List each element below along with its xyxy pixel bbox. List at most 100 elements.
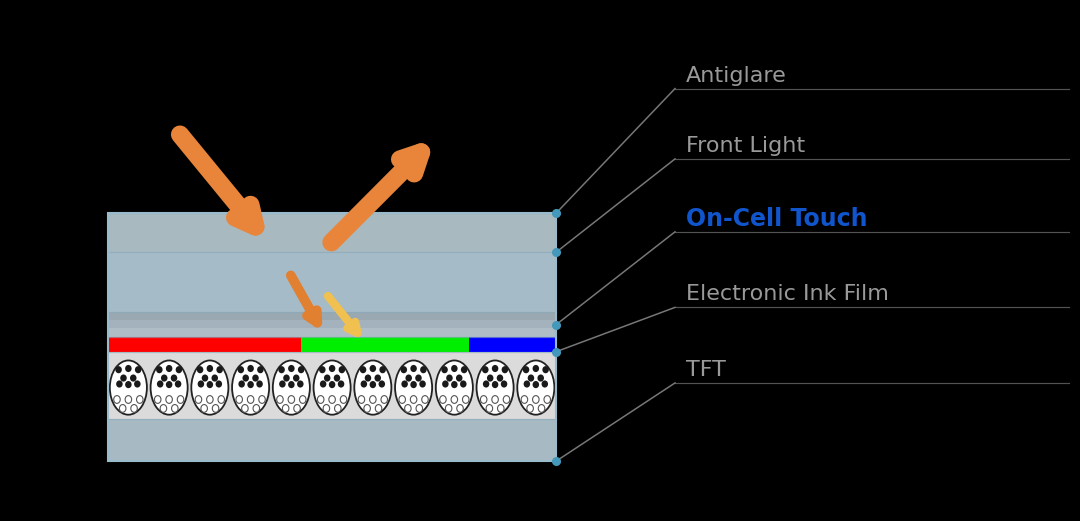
Ellipse shape bbox=[542, 366, 549, 373]
FancyBboxPatch shape bbox=[108, 319, 556, 328]
Ellipse shape bbox=[524, 380, 530, 388]
Ellipse shape bbox=[442, 366, 448, 373]
Ellipse shape bbox=[150, 361, 188, 415]
Ellipse shape bbox=[120, 375, 126, 381]
Ellipse shape bbox=[527, 405, 534, 412]
Ellipse shape bbox=[166, 365, 173, 372]
Ellipse shape bbox=[491, 395, 498, 403]
Ellipse shape bbox=[161, 375, 167, 381]
Ellipse shape bbox=[497, 375, 503, 381]
Ellipse shape bbox=[462, 395, 469, 403]
Ellipse shape bbox=[288, 381, 295, 388]
Ellipse shape bbox=[401, 366, 407, 373]
Ellipse shape bbox=[445, 405, 451, 412]
Ellipse shape bbox=[446, 375, 453, 381]
Ellipse shape bbox=[379, 380, 386, 388]
Ellipse shape bbox=[369, 381, 376, 388]
Ellipse shape bbox=[364, 405, 370, 412]
Ellipse shape bbox=[324, 375, 330, 381]
Ellipse shape bbox=[283, 375, 289, 381]
Ellipse shape bbox=[259, 395, 266, 403]
Ellipse shape bbox=[125, 381, 132, 388]
Ellipse shape bbox=[110, 361, 147, 415]
Ellipse shape bbox=[120, 405, 126, 412]
Ellipse shape bbox=[276, 395, 283, 403]
Ellipse shape bbox=[247, 381, 254, 388]
Ellipse shape bbox=[239, 380, 245, 388]
Ellipse shape bbox=[528, 375, 535, 381]
Ellipse shape bbox=[328, 365, 336, 372]
Ellipse shape bbox=[420, 366, 427, 373]
Text: Electronic Ink Film: Electronic Ink Film bbox=[686, 284, 889, 304]
Ellipse shape bbox=[134, 380, 140, 388]
Text: Front Light: Front Light bbox=[686, 136, 805, 156]
FancyBboxPatch shape bbox=[108, 252, 556, 312]
Ellipse shape bbox=[491, 381, 498, 388]
Ellipse shape bbox=[294, 405, 300, 412]
Ellipse shape bbox=[451, 365, 458, 372]
Ellipse shape bbox=[257, 366, 264, 373]
Ellipse shape bbox=[172, 405, 178, 412]
Ellipse shape bbox=[416, 405, 422, 412]
Ellipse shape bbox=[125, 365, 132, 372]
Ellipse shape bbox=[456, 375, 462, 381]
Ellipse shape bbox=[501, 380, 508, 388]
Ellipse shape bbox=[216, 366, 222, 373]
Ellipse shape bbox=[131, 405, 137, 412]
Ellipse shape bbox=[323, 405, 329, 412]
FancyBboxPatch shape bbox=[108, 328, 556, 337]
Ellipse shape bbox=[216, 380, 222, 388]
Ellipse shape bbox=[319, 366, 325, 373]
Ellipse shape bbox=[117, 380, 123, 388]
Ellipse shape bbox=[491, 365, 498, 372]
Ellipse shape bbox=[113, 395, 120, 403]
Ellipse shape bbox=[402, 380, 408, 388]
Ellipse shape bbox=[360, 366, 366, 373]
Ellipse shape bbox=[279, 380, 285, 388]
Ellipse shape bbox=[320, 380, 326, 388]
Ellipse shape bbox=[256, 380, 262, 388]
Ellipse shape bbox=[503, 395, 510, 403]
Ellipse shape bbox=[195, 395, 202, 403]
FancyBboxPatch shape bbox=[108, 419, 556, 461]
Ellipse shape bbox=[339, 366, 346, 373]
Ellipse shape bbox=[410, 381, 417, 388]
Ellipse shape bbox=[457, 405, 463, 412]
Ellipse shape bbox=[166, 381, 173, 388]
Ellipse shape bbox=[288, 365, 295, 372]
Ellipse shape bbox=[206, 395, 213, 403]
Ellipse shape bbox=[419, 380, 426, 388]
FancyBboxPatch shape bbox=[108, 337, 300, 352]
Ellipse shape bbox=[298, 366, 305, 373]
Ellipse shape bbox=[365, 375, 372, 381]
Ellipse shape bbox=[328, 395, 336, 403]
Ellipse shape bbox=[177, 395, 184, 403]
Ellipse shape bbox=[238, 366, 244, 373]
Ellipse shape bbox=[359, 395, 365, 403]
Ellipse shape bbox=[338, 380, 345, 388]
Ellipse shape bbox=[451, 381, 458, 388]
Ellipse shape bbox=[136, 395, 143, 403]
Ellipse shape bbox=[482, 366, 488, 373]
Ellipse shape bbox=[501, 366, 508, 373]
Ellipse shape bbox=[232, 361, 269, 415]
Ellipse shape bbox=[483, 380, 489, 388]
Ellipse shape bbox=[354, 361, 391, 415]
Ellipse shape bbox=[160, 405, 166, 412]
Ellipse shape bbox=[282, 405, 289, 412]
FancyBboxPatch shape bbox=[300, 337, 469, 352]
Ellipse shape bbox=[538, 405, 544, 412]
Ellipse shape bbox=[476, 361, 514, 415]
Ellipse shape bbox=[318, 395, 324, 403]
Ellipse shape bbox=[460, 380, 467, 388]
Ellipse shape bbox=[206, 365, 213, 372]
Ellipse shape bbox=[191, 361, 228, 415]
Ellipse shape bbox=[369, 395, 376, 403]
Ellipse shape bbox=[481, 395, 487, 403]
Ellipse shape bbox=[340, 395, 347, 403]
Ellipse shape bbox=[212, 375, 218, 381]
Ellipse shape bbox=[486, 405, 492, 412]
Ellipse shape bbox=[461, 366, 468, 373]
Ellipse shape bbox=[410, 365, 417, 372]
Ellipse shape bbox=[175, 380, 181, 388]
